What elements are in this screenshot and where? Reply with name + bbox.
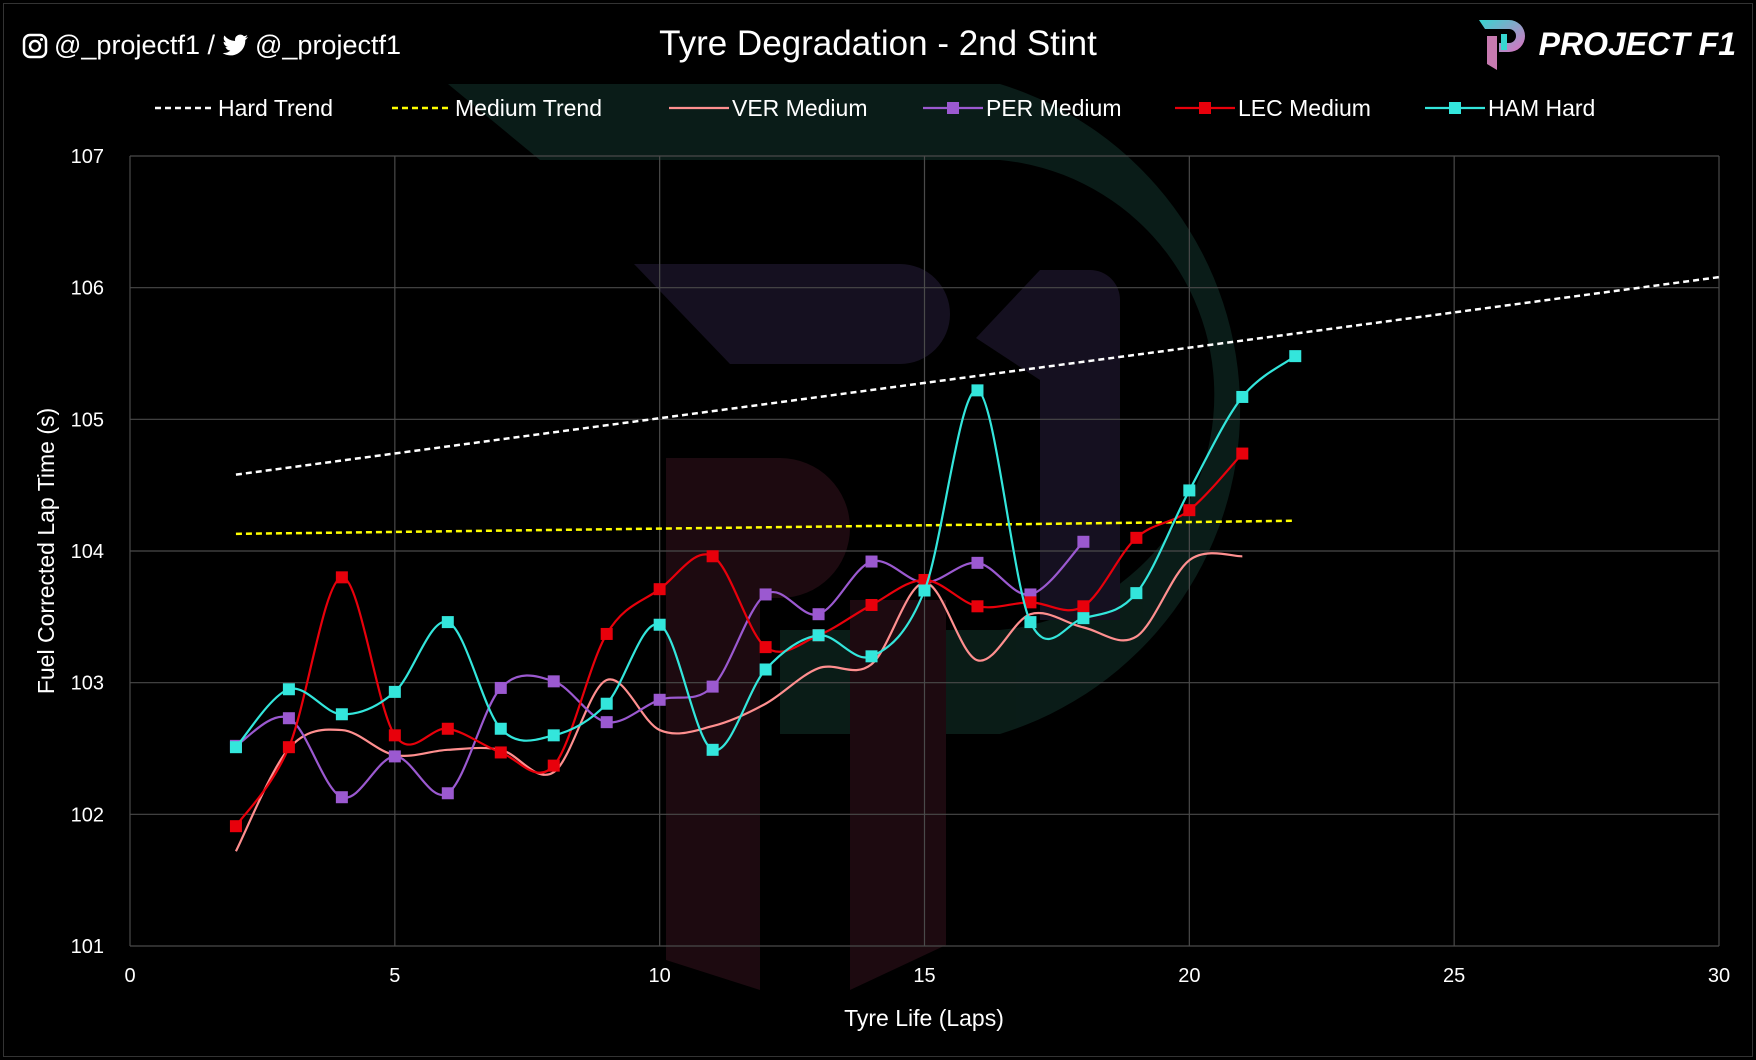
chart-frame: [3, 3, 1753, 1057]
project-f1-logo: PROJECT F1: [1475, 14, 1736, 74]
project-f1-logo-mark: [1478, 20, 1525, 70]
instagram-icon: [22, 33, 48, 58]
logo-text: PROJECT F1: [1538, 25, 1736, 62]
instagram-handle: @_projectf1 /: [54, 30, 215, 60]
twitter-handle: @_projectf1: [255, 30, 401, 60]
social-handles: @_projectf1 / @_projectf1: [22, 30, 401, 61]
twitter-icon: [222, 34, 248, 55]
chart-title: Tyre Degradation - 2nd Stint: [659, 24, 1097, 63]
